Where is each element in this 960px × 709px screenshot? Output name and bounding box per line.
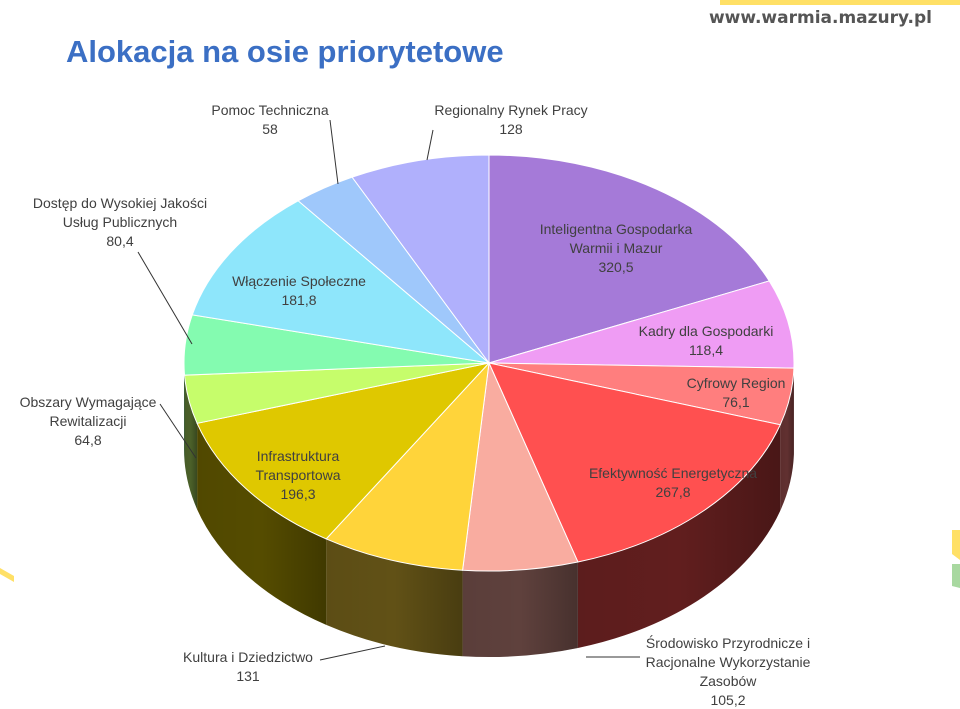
- right-decoration: [952, 530, 960, 588]
- slice-label: Włączenie Społeczne 181,8: [232, 273, 366, 308]
- leader-line: [329, 119, 339, 185]
- leader-lines: [137, 119, 640, 661]
- slice-side-shade: [780, 368, 794, 511]
- pie-slice: [488, 154, 771, 364]
- slice-label: Środowisko Przyrodnicze i Racjonalne Wyko…: [646, 634, 811, 708]
- pie-slice: [196, 362, 491, 540]
- leader-line: [319, 645, 386, 661]
- slice-label: Cyfrowy Region 76,1: [687, 375, 786, 410]
- slice-side-shade: [326, 538, 463, 657]
- slice-label: Pomoc Techniczna 58: [211, 102, 328, 137]
- slice-label: Inteligentna Gospodarka Warmii i Mazur 320…: [540, 221, 693, 275]
- slice-label: Kadry dla Gospodarki 118,4: [639, 323, 774, 358]
- slice-side-shade: [197, 423, 327, 625]
- slice-label: Kultura i Dziedzictwo 131: [183, 649, 313, 684]
- slice-side-shade: [184, 363, 185, 462]
- pie-slice: [488, 280, 795, 369]
- pie-slices: [183, 154, 795, 572]
- slice-side-shade: [462, 561, 578, 658]
- pie-slice: [191, 200, 491, 364]
- slice-label: Regionalny Rynek Pracy 128: [434, 102, 587, 137]
- slice-side-shade: [184, 375, 198, 510]
- slice-labels: Inteligentna Gospodarka Warmii i Mazur 320…: [20, 102, 811, 708]
- slice-label: Dostęp do Wysokiej Jakości Usług Publiczn…: [33, 195, 207, 249]
- pie-slice: [488, 362, 781, 563]
- header-accent-bar: [720, 0, 960, 5]
- pie-sides: [184, 363, 794, 658]
- slice-label: Infrastruktura Transportowa 196,3: [255, 448, 340, 502]
- leader-line: [137, 251, 193, 345]
- slice-side-shade: [577, 424, 781, 648]
- site-url: www.warmia.mazury.pl: [708, 8, 932, 28]
- leader-line: [426, 129, 434, 161]
- page-title: Alokacja na osie priorytetowe: [66, 34, 504, 69]
- left-decoration: [0, 568, 14, 582]
- slice-label: Efektywność Energetyczna 267,8: [589, 465, 757, 500]
- pie-slice: [351, 154, 490, 365]
- pie-slice: [462, 361, 579, 572]
- pie-slice: [325, 361, 490, 571]
- leader-line: [159, 403, 197, 459]
- slice-label: Obszary Wymagające Rewitalizacji 64,8: [20, 394, 157, 448]
